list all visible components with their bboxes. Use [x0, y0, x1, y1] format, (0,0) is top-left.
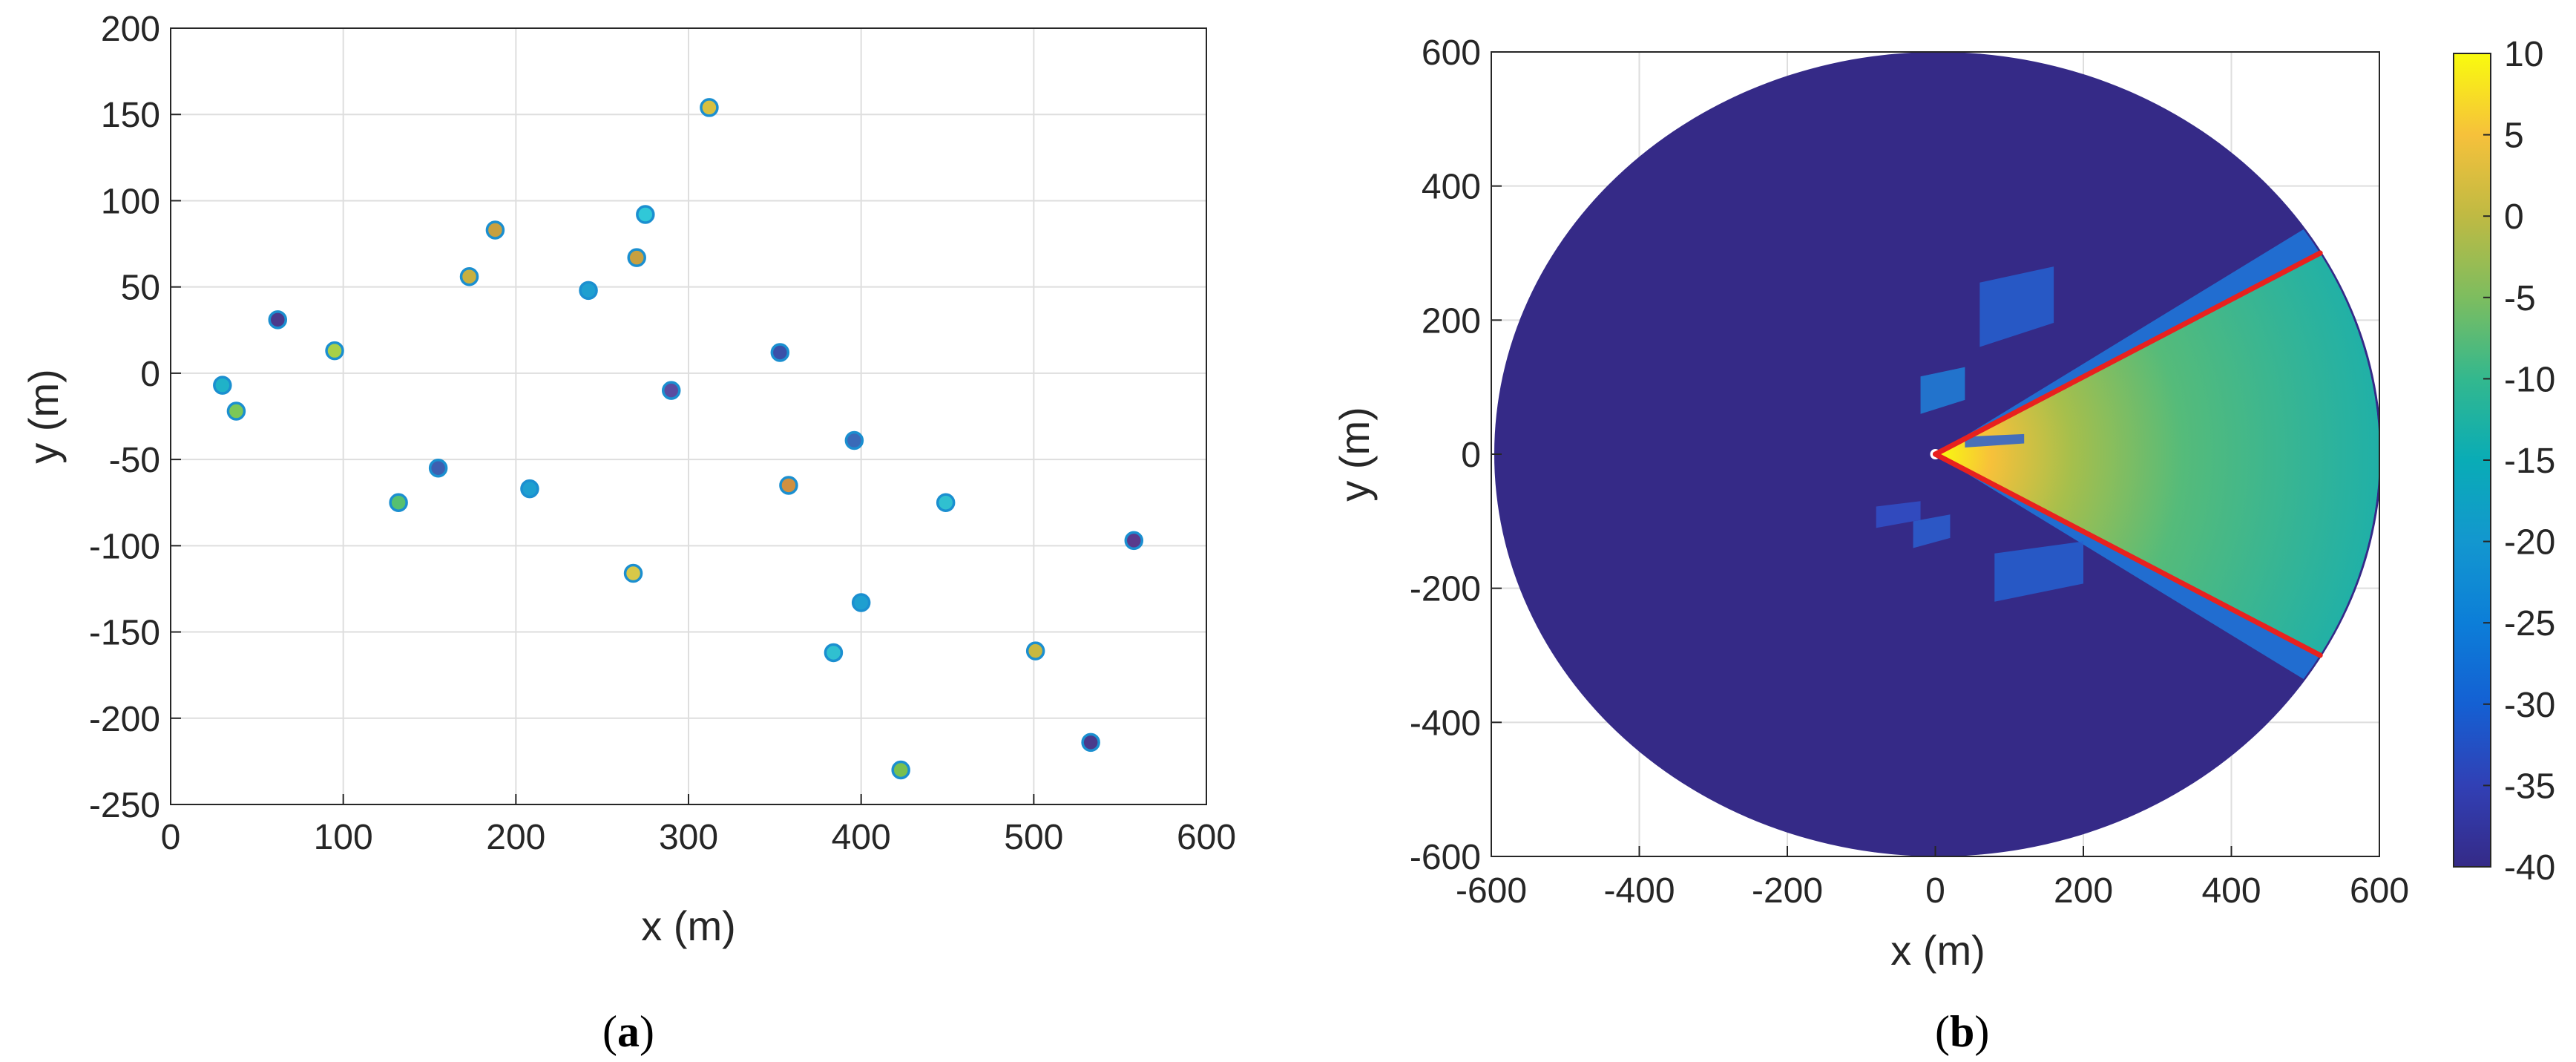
- x-tick-label: 600: [2350, 871, 2409, 911]
- caption-b: (b): [1935, 1007, 1989, 1056]
- y-tick-label: -200: [89, 700, 160, 739]
- scatter-point: [389, 493, 408, 512]
- scatter-point: [779, 476, 798, 495]
- y-tick-label: 150: [101, 96, 160, 135]
- ticks-b: -600 -400 -200 0 200 400 600 -600 -400 -200 0 200 40…: [1410, 33, 2409, 911]
- x-tick-label: 300: [659, 818, 718, 857]
- sector-edge-line: [1933, 451, 2323, 658]
- scatter-point: [579, 281, 598, 301]
- scatter-point: [824, 643, 844, 663]
- scatter-fragment: [1913, 514, 1951, 548]
- x-tick-label: -600: [1456, 871, 1527, 911]
- y-tick-label: 0: [140, 355, 160, 394]
- caption-b-letter: b: [1950, 1007, 1974, 1056]
- colorbar-tick-label: -30: [2504, 686, 2555, 725]
- y-tick-label: 400: [1422, 168, 1481, 207]
- scatter-point: [268, 310, 288, 330]
- scatter-point: [213, 376, 232, 395]
- scatter-point: [661, 381, 681, 400]
- y-tick-label: 600: [1422, 33, 1481, 73]
- y-tick-label: 50: [121, 269, 160, 308]
- scatter-point: [226, 401, 246, 421]
- scatter-point: [891, 760, 910, 780]
- scatter-point: [627, 248, 646, 267]
- y-tick-label: -400: [1410, 704, 1481, 743]
- sector-edge-lines: [1933, 250, 2323, 658]
- colorbar-tick-label: -5: [2504, 279, 2536, 318]
- colorbar-tick-label: -10: [2504, 360, 2555, 399]
- x-axis-label-b: x (m): [1890, 927, 1985, 974]
- scatter-point: [700, 98, 719, 117]
- colorbar-tick-label: -15: [2504, 442, 2555, 481]
- colorbar-tick-label: 5: [2504, 117, 2524, 156]
- scatter-fragment: [1994, 541, 2083, 602]
- scatter-point: [770, 343, 790, 362]
- scatter-point: [1081, 732, 1100, 753]
- scatter-point: [936, 493, 956, 512]
- y-tick-label: -200: [1410, 570, 1481, 609]
- scatter-point: [623, 563, 643, 583]
- y-tick-label: 200: [1422, 301, 1481, 341]
- y-tick-label: -150: [89, 614, 160, 653]
- scatter-point: [520, 479, 539, 499]
- x-tick-label: 400: [832, 818, 891, 857]
- ticks-a: 0 100 200 300 400 500 600 -250 -200 -150 -100 -50 0 5…: [89, 10, 1236, 857]
- beam-main-sector: [1935, 253, 2379, 655]
- y-tick-label: -100: [89, 527, 160, 566]
- colorbar-tick-label: -25: [2504, 604, 2555, 643]
- y-tick-label: 0: [1461, 436, 1481, 475]
- colorbar-tick-label: -40: [2504, 848, 2555, 888]
- colorbar-gradient: [2453, 53, 2491, 868]
- colorbar-ticks: 10 5 0 -5 -10 -15 -20 -25 -30 -35 -40: [2483, 35, 2555, 888]
- x-tick-label: 600: [1177, 818, 1236, 857]
- x-tick-label: 0: [1925, 871, 1945, 911]
- y-tick-label: 200: [101, 10, 160, 49]
- x-tick-label: 100: [314, 818, 373, 857]
- scatter-point: [325, 341, 344, 361]
- sector-edge-line: [1933, 250, 2323, 457]
- scatter-point: [459, 266, 479, 286]
- x-tick-label: -400: [1603, 871, 1675, 911]
- scatter-point: [636, 205, 655, 224]
- caption-a: (a): [602, 1007, 654, 1056]
- scatter-fragment: [1876, 501, 1921, 528]
- colorbar-tick-label: 0: [2504, 197, 2524, 237]
- scatter-point: [844, 430, 864, 450]
- panel-b: -600 -400 -200 0 200 400 600-600-400-200020040…: [1331, 33, 2555, 974]
- x-axis-label-a: x (m): [641, 902, 736, 949]
- scatter-point: [1025, 641, 1045, 661]
- scatter-fragment: [1920, 367, 1965, 414]
- y-tick-label: -600: [1410, 838, 1481, 877]
- y-axis-label-a: y (m): [20, 369, 67, 464]
- y-axis-label-b: y (m): [1331, 407, 1378, 502]
- caption-a-letter: a: [617, 1007, 640, 1056]
- x-tick-label: 200: [486, 818, 545, 857]
- colorbar-tick-label: 10: [2504, 35, 2543, 74]
- panel-a: 0 100 200 300 400 500 600 -250 -200 -150 -100 -50 0 5…: [20, 10, 1236, 949]
- scatter-points-a: [213, 98, 1144, 780]
- scatter-fragment: [1965, 433, 2025, 448]
- colorbar-tick-label: -35: [2504, 767, 2555, 806]
- x-tick-label: 0: [161, 818, 181, 857]
- x-tick-label: 200: [2054, 871, 2113, 911]
- scatter-point: [851, 593, 871, 612]
- x-tick-label: -200: [1752, 871, 1823, 911]
- heatmap-layer: [1876, 229, 2379, 680]
- colorbar-tick-label: -20: [2504, 523, 2555, 563]
- x-tick-label: 500: [1004, 818, 1063, 857]
- scatter-point: [428, 458, 448, 478]
- scatter-fragment: [1979, 266, 2054, 347]
- y-tick-label: 100: [101, 182, 160, 221]
- colorbar: 10 5 0 -5 -10 -15 -20 -25 -30 -35 -40: [2453, 35, 2555, 888]
- y-tick-label: -250: [89, 786, 160, 825]
- scatter-point: [485, 220, 505, 240]
- scatter-point: [1124, 531, 1144, 551]
- y-tick-label: -50: [109, 441, 160, 480]
- x-tick-label: 400: [2201, 871, 2261, 911]
